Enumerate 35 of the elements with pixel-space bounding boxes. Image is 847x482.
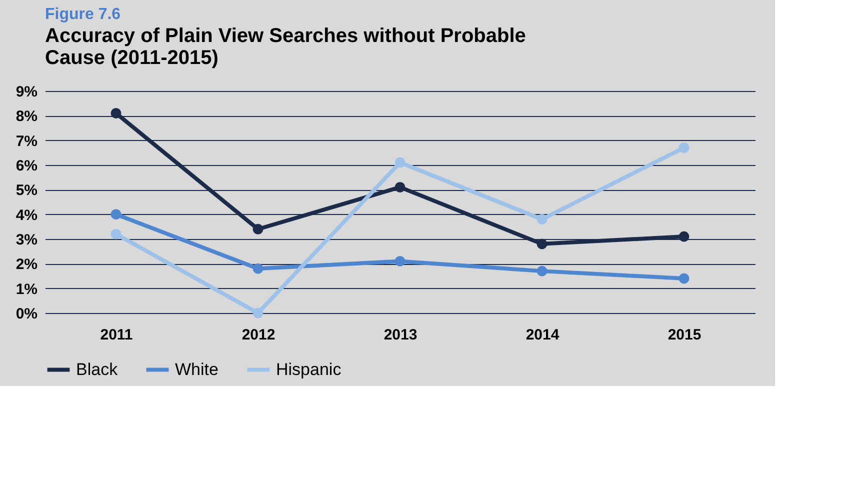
chart-subtitle: Accuracy of Plain View Searches without Probable Cause (2011-2015) — [45, 25, 526, 69]
y-tick-label: 1% — [16, 280, 38, 298]
y-tick-label: 4% — [16, 206, 38, 224]
point — [536, 214, 548, 224]
y-tick-label: 9% — [16, 84, 38, 100]
point — [110, 108, 122, 118]
point — [394, 182, 406, 192]
chart-title: Figure 7.6 — [45, 6, 121, 23]
y-tick-label: 6% — [16, 158, 38, 174]
point — [252, 263, 264, 274]
point — [678, 273, 690, 284]
x-tick-label: 2012 — [242, 326, 276, 344]
legend-label: Black — [76, 360, 118, 379]
x-tick-label: 2015 — [668, 326, 702, 344]
point — [536, 238, 548, 250]
y-tick-label: 5% — [16, 182, 38, 200]
y-tick-label: 8% — [16, 108, 38, 126]
point — [394, 157, 406, 168]
point — [252, 308, 264, 318]
y-tick-label: 2% — [16, 256, 38, 274]
y-tick-label: 0% — [16, 306, 38, 322]
point — [110, 228, 122, 240]
x-tick-label: 2011 — [100, 326, 133, 344]
legend-label: White — [175, 360, 218, 379]
legend-label: Hispanic — [276, 360, 342, 379]
y-tick-label: 7% — [16, 132, 38, 150]
point — [394, 256, 406, 266]
x-tick-label: 2013 — [384, 326, 418, 344]
point — [252, 224, 264, 234]
y-tick-label: 3% — [16, 232, 38, 248]
point — [536, 266, 548, 276]
point — [678, 142, 690, 153]
point — [110, 209, 122, 220]
x-tick-label: 2014 — [526, 326, 560, 344]
point — [678, 231, 690, 242]
